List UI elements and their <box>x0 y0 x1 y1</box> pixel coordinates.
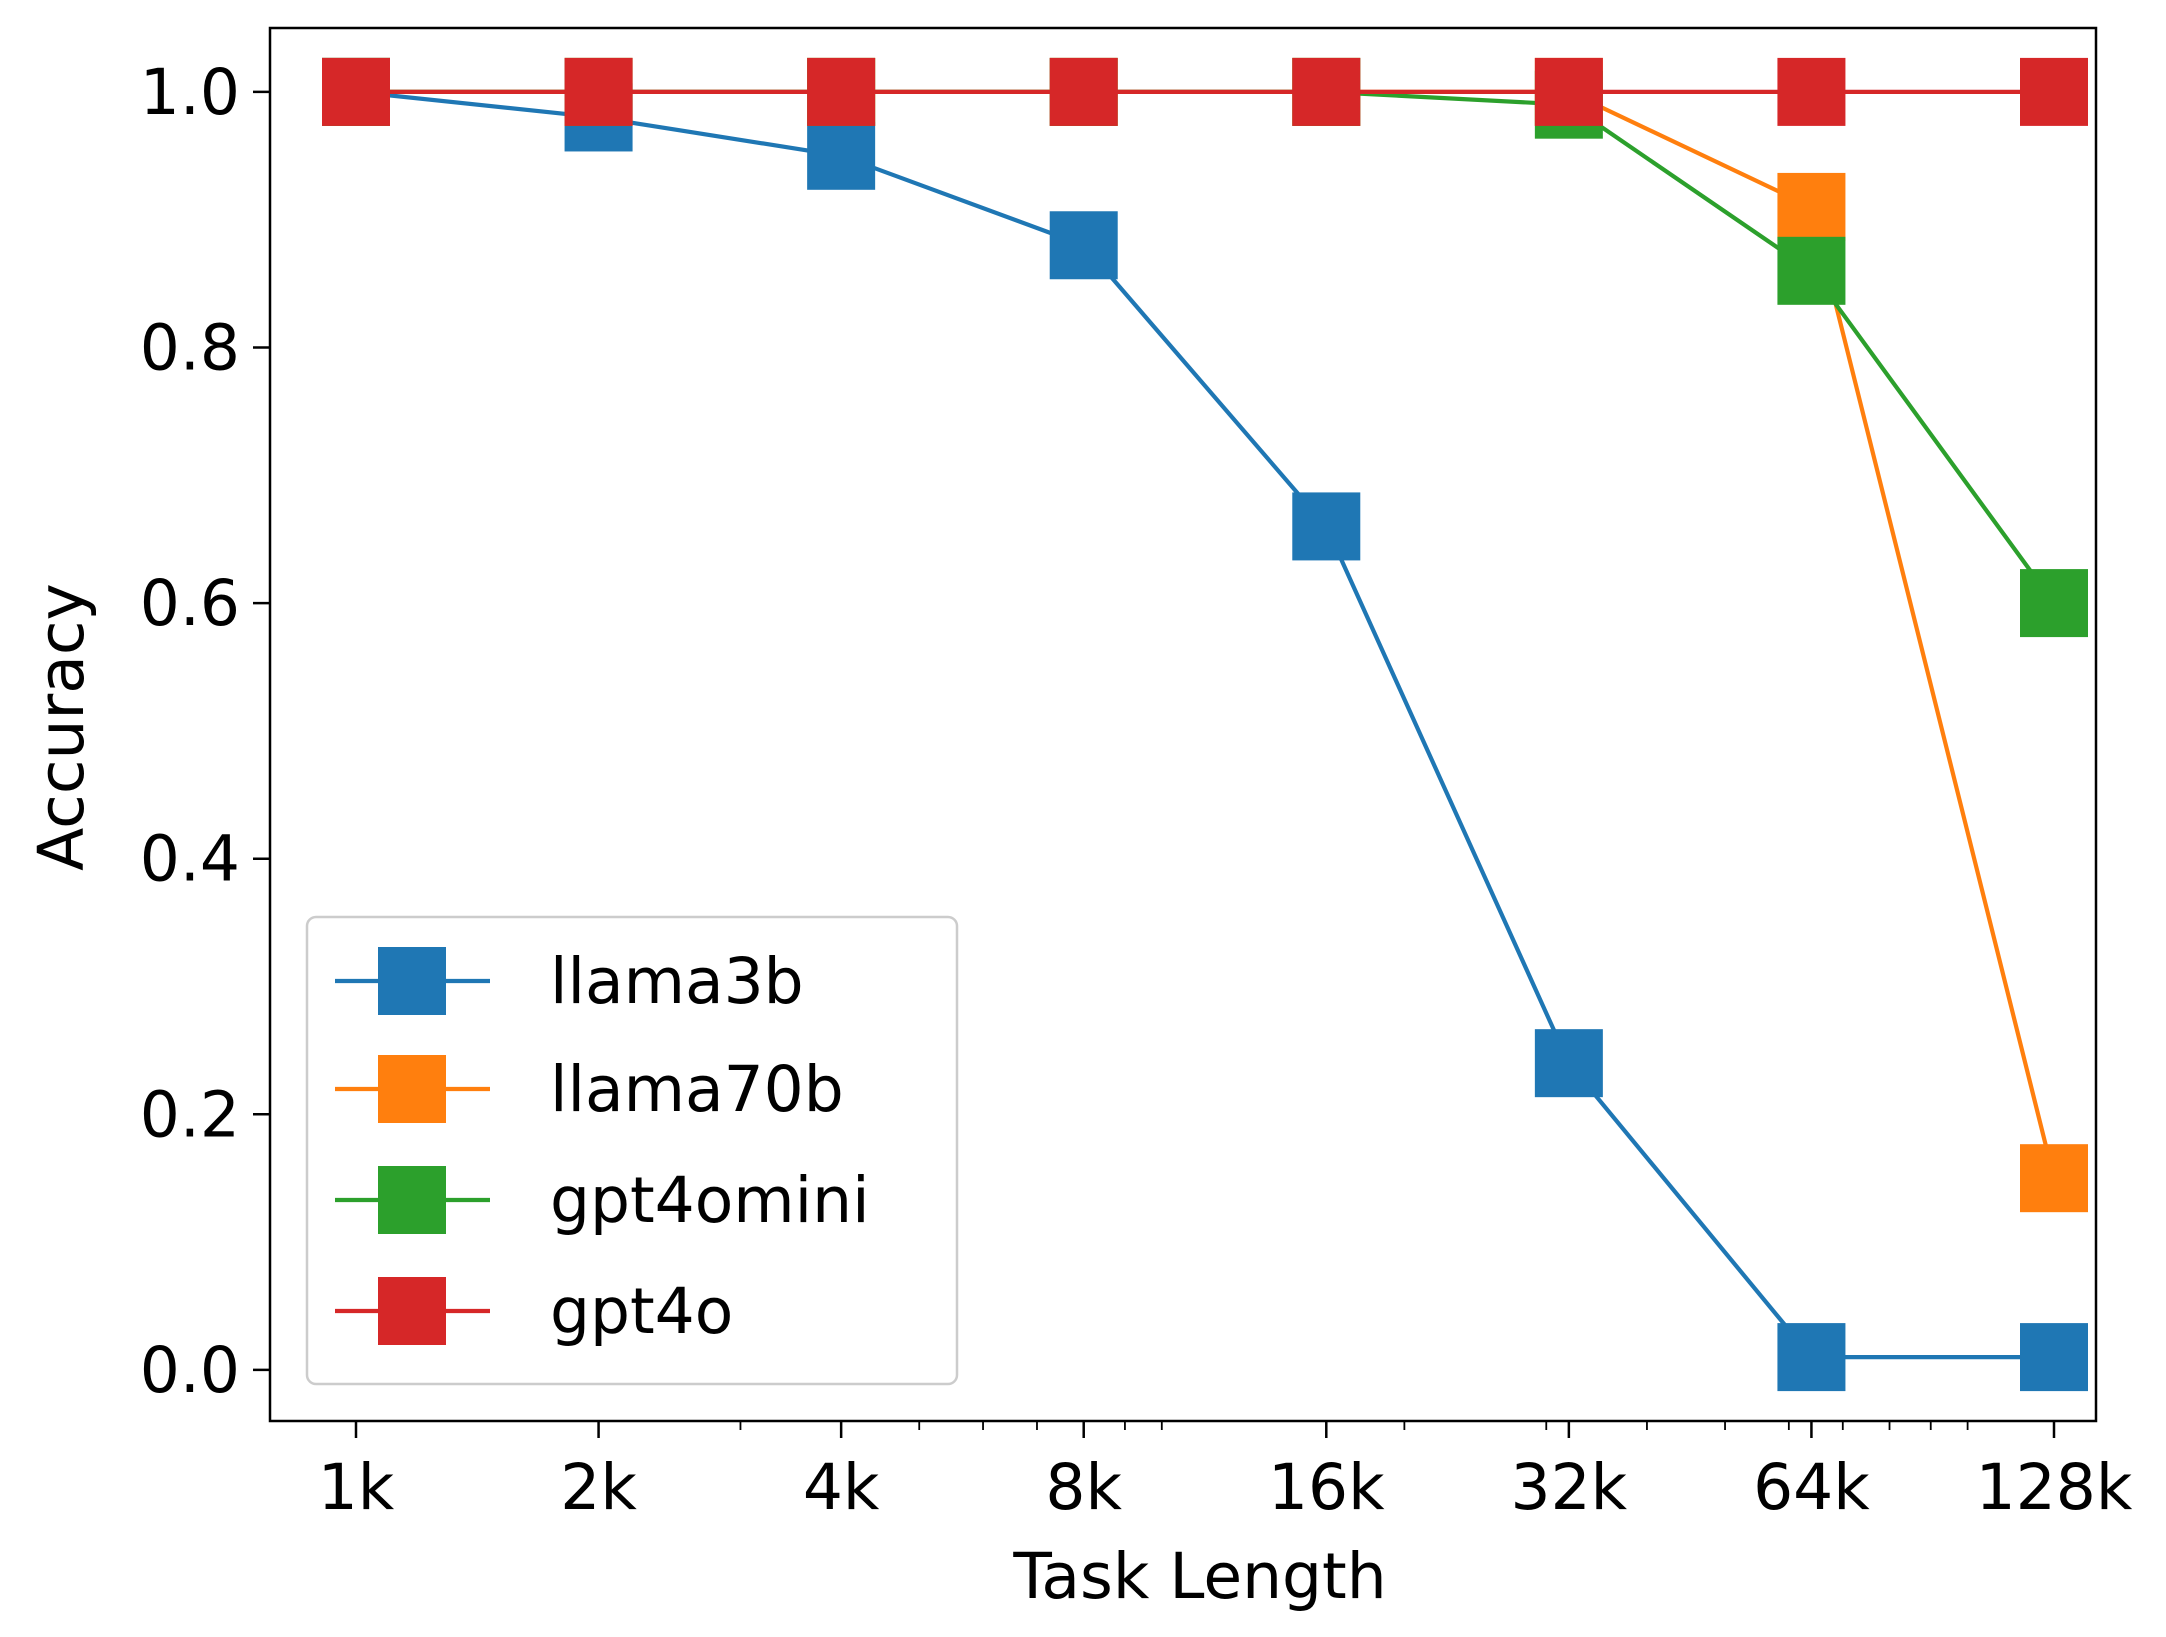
x-tick-label: 16k <box>1268 1451 1385 1524</box>
data-point-llama3b <box>1049 211 1118 280</box>
data-point-llama3b <box>2020 1323 2088 1392</box>
data-point-llama70b <box>1777 172 1846 241</box>
y-tick-label: 0.0 <box>140 1334 240 1407</box>
legend-label: llama3b <box>550 945 804 1018</box>
x-tick-label: 32k <box>1511 1451 1628 1524</box>
data-point-llama3b <box>807 121 876 190</box>
legend-marker <box>378 947 446 1015</box>
data-point-llama70b <box>2020 1144 2088 1213</box>
data-point-gpt4o <box>564 57 633 126</box>
x-axis-label: Task Length <box>1012 1540 1386 1613</box>
legend-marker <box>378 1166 446 1234</box>
y-tick-label: 0.6 <box>140 567 240 640</box>
legend-item-llama3b: llama3b <box>335 945 804 1018</box>
y-axis-ticks: 0.0 0.2 0.4 0.6 0.8 1.0 <box>140 56 270 1407</box>
series-group <box>322 57 2088 1392</box>
series-gpt4o <box>322 57 2088 126</box>
legend-marker <box>378 1055 446 1123</box>
data-point-gpt4o <box>2020 57 2088 126</box>
series-line-llama3b <box>355 89 2054 1360</box>
x-tick-label: 1k <box>318 1451 395 1524</box>
legend: llama3b llama70b gpt4omini gpt4o <box>305 915 959 1386</box>
legend-item-gpt4o: gpt4o <box>335 1275 733 1348</box>
data-point-llama3b <box>1777 1323 1846 1392</box>
legend-label: gpt4o <box>550 1275 733 1348</box>
data-point-gpt4omini <box>2020 569 2088 638</box>
data-point-gpt4o <box>1292 57 1361 126</box>
y-tick-label: 0.8 <box>140 311 240 384</box>
data-point-gpt4omini <box>1777 236 1846 305</box>
data-point-gpt4o <box>807 57 876 126</box>
data-point-gpt4o <box>1534 57 1603 126</box>
x-tick-label: 2k <box>560 1451 637 1524</box>
x-tick-label: 8k <box>1045 1451 1122 1524</box>
x-tick-label: 128k <box>1976 1451 2133 1524</box>
legend-label: gpt4omini <box>550 1164 870 1237</box>
y-tick-label: 0.2 <box>140 1078 240 1151</box>
data-point-gpt4o <box>1049 57 1118 126</box>
legend-item-gpt4omini: gpt4omini <box>335 1164 870 1237</box>
legend-marker <box>378 1277 446 1345</box>
data-point-gpt4o <box>322 57 390 126</box>
data-point-gpt4o <box>1777 57 1846 126</box>
legend-label: llama70b <box>550 1053 844 1126</box>
y-tick-label: 0.4 <box>140 823 240 896</box>
x-tick-label: 4k <box>803 1451 880 1524</box>
x-tick-label: 64k <box>1753 1451 1870 1524</box>
x-axis-ticks: 1k 2k 4k 8k 16k 32k 64k 128k <box>318 1421 2133 1524</box>
y-axis-label: Accuracy <box>25 583 98 871</box>
data-point-llama3b <box>1292 492 1361 561</box>
legend-item-llama70b: llama70b <box>335 1053 844 1126</box>
y-tick-label: 1.0 <box>140 56 240 129</box>
data-point-llama3b <box>1534 1029 1603 1098</box>
axes-frame <box>268 26 2098 1423</box>
legend-box <box>305 915 959 1386</box>
